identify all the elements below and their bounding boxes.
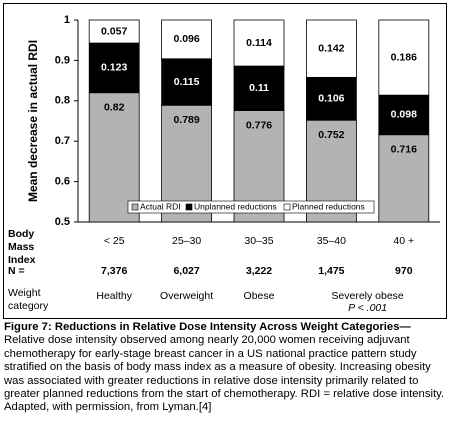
legend-swatch [185, 203, 193, 211]
bar-segment [88, 92, 140, 223]
data-label: 0.752 [318, 129, 344, 141]
legend-swatch [131, 203, 139, 211]
y-tick-label: 0.9 [55, 54, 70, 66]
bar-segment [233, 19, 285, 67]
x-tick-label: 25–30 [171, 235, 202, 247]
legend-label: Planned reductions [292, 201, 365, 211]
row-label: Body Mass Index [8, 228, 36, 266]
bar-segment [233, 65, 285, 111]
data-label: 0.789 [173, 114, 199, 126]
bar-segment [305, 19, 357, 78]
x-tick-label: 35–40 [316, 235, 346, 247]
legend-label: Actual RDI [140, 201, 181, 211]
figure-frame [3, 3, 447, 319]
y-tick-label: 0.8 [55, 95, 70, 107]
data-label: 0.057 [101, 25, 127, 37]
data-label: 0.82 [104, 102, 125, 114]
legend: Actual RDI Unplanned reductions Planned re… [127, 200, 375, 214]
legend-swatch [283, 203, 291, 211]
bar-segment [161, 19, 213, 60]
n-value: 6,027 [173, 265, 200, 277]
row-label: N = [8, 265, 25, 277]
weight-category: Severely obese [331, 290, 404, 302]
data-label: 0.123 [101, 62, 127, 74]
bar-segment [305, 76, 357, 121]
bar-segment [378, 19, 430, 96]
weight-category: Overweight [160, 290, 214, 302]
y-tick-label: 1 [64, 14, 70, 26]
y-tick-label: 0.7 [55, 135, 70, 147]
y-axis-label: Mean decrease in actual RDI [26, 40, 40, 202]
x-tick-label: 40 + [393, 235, 415, 247]
x-tick-label: 30–35 [244, 235, 274, 247]
data-label: 0.186 [391, 51, 417, 63]
n-value: 1,475 [318, 265, 345, 277]
data-label: 0.142 [318, 42, 344, 54]
caption-text: Relative dose intensity observed among n… [4, 334, 445, 414]
chart: Mean decrease in actual RDI 0.5 0.6 0.7 0.8… [26, 14, 440, 228]
data-label: 0.115 [174, 76, 200, 88]
weight-category: Healthy [96, 290, 132, 302]
caption: Figure 7: Reductions in Relative Dose In… [4, 321, 448, 415]
bar-segment [378, 134, 430, 223]
caption-title: Figure 7: Reductions in Relative Dose In… [4, 321, 411, 333]
data-label: 0.098 [391, 109, 417, 121]
legend-label: Unplanned reductions [194, 201, 277, 211]
weight-category: Obese [243, 290, 275, 302]
data-label: 0.106 [318, 93, 344, 105]
n-value: 3,222 [245, 265, 273, 277]
y-tick-label: 0.5 [55, 216, 70, 228]
data-label: 0.716 [391, 144, 417, 156]
n-value: 970 [395, 265, 413, 277]
row-label: Weight category [8, 287, 49, 312]
n-value: 7,376 [101, 265, 128, 277]
bar-segment [161, 58, 213, 106]
data-label: 0.096 [173, 33, 199, 45]
data-label: 0.114 [246, 37, 272, 49]
y-tick-label: 0.6 [55, 176, 70, 188]
bar-segment [88, 19, 140, 44]
data-label: 0.776 [246, 119, 272, 131]
p-value: P < .001 [348, 302, 388, 314]
x-tick-label: < 25 [103, 235, 125, 247]
data-label: 0.11 [249, 82, 269, 94]
